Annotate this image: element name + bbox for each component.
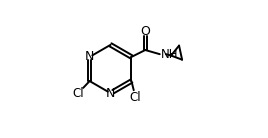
- Text: O: O: [140, 25, 150, 38]
- Text: N: N: [106, 87, 115, 100]
- Text: Cl: Cl: [72, 87, 84, 100]
- Text: Cl: Cl: [130, 91, 142, 104]
- Text: NH: NH: [161, 48, 178, 61]
- Text: N: N: [85, 50, 94, 63]
